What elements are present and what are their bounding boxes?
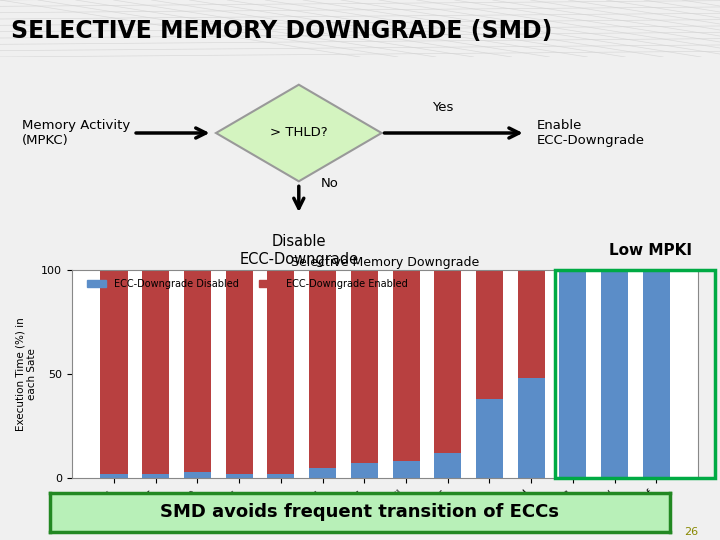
Bar	[559, 270, 587, 478]
Bar	[434, 270, 462, 453]
Bar	[518, 378, 545, 478]
Bar	[101, 474, 127, 478]
Text: > THLD?: > THLD?	[270, 126, 328, 139]
Bar	[142, 270, 169, 474]
Bar	[392, 270, 420, 461]
Text: 26: 26	[684, 527, 698, 537]
Bar	[518, 270, 545, 378]
Title: Selective Memory Downgrade: Selective Memory Downgrade	[291, 256, 480, 269]
Bar	[225, 474, 253, 478]
Text: Low MPKI: Low MPKI	[609, 243, 692, 258]
Bar	[309, 468, 336, 478]
Bar	[101, 270, 127, 474]
Polygon shape	[216, 85, 382, 181]
Bar	[351, 463, 378, 478]
Bar	[476, 270, 503, 399]
Bar	[392, 461, 420, 478]
Bar	[309, 270, 336, 468]
Bar	[476, 399, 503, 478]
Bar	[643, 270, 670, 478]
Bar	[267, 270, 294, 474]
Bar	[184, 270, 211, 471]
Text: Disable
ECC-Downgrade: Disable ECC-Downgrade	[239, 234, 359, 267]
Y-axis label: Execution Time (%) in
each Sate: Execution Time (%) in each Sate	[16, 317, 37, 431]
Bar	[555, 270, 715, 478]
Bar	[434, 453, 462, 478]
Bar	[142, 474, 169, 478]
Text: Yes: Yes	[432, 102, 454, 114]
Text: SMD avoids frequent transition of ECCs: SMD avoids frequent transition of ECCs	[161, 503, 559, 521]
Text: Enable
ECC-Downgrade: Enable ECC-Downgrade	[536, 119, 644, 147]
Bar	[267, 474, 294, 478]
Legend: ECC-Downgrade Disabled, ECC-Downgrade Enabled: ECC-Downgrade Disabled, ECC-Downgrade En…	[83, 275, 411, 293]
Text: SELECTIVE MEMORY DOWNGRADE (SMD): SELECTIVE MEMORY DOWNGRADE (SMD)	[11, 19, 552, 43]
Bar	[184, 471, 211, 478]
Text: Memory Activity
(MPKC): Memory Activity (MPKC)	[22, 119, 130, 147]
Text: No: No	[320, 177, 338, 190]
Bar	[351, 270, 378, 463]
Bar	[225, 270, 253, 474]
Bar	[601, 270, 629, 478]
